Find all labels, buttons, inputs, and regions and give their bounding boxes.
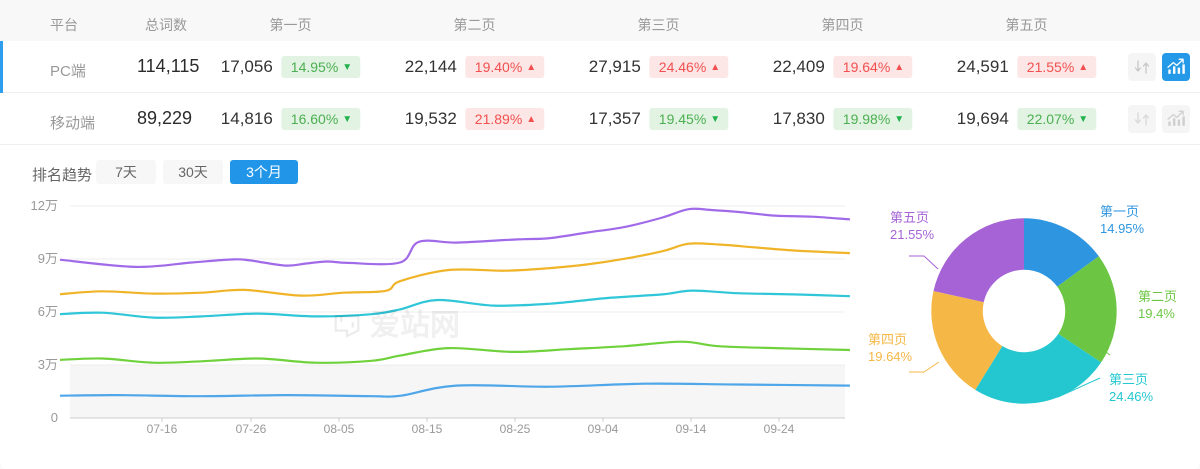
svg-text:07-16: 07-16 — [147, 422, 178, 436]
svg-text:07-26: 07-26 — [236, 422, 267, 436]
svg-text:9万: 9万 — [38, 251, 58, 266]
svg-text:09-14: 09-14 — [676, 422, 707, 436]
svg-text:12万: 12万 — [31, 198, 58, 213]
svg-text:08-05: 08-05 — [324, 422, 355, 436]
svg-text:08-15: 08-15 — [412, 422, 443, 436]
svg-text:0: 0 — [51, 410, 58, 425]
svg-text:3万: 3万 — [38, 357, 58, 372]
svg-text:6万: 6万 — [38, 304, 58, 319]
svg-text:08-25: 08-25 — [500, 422, 531, 436]
svg-text:09-04: 09-04 — [588, 422, 619, 436]
svg-text:09-24: 09-24 — [764, 422, 795, 436]
